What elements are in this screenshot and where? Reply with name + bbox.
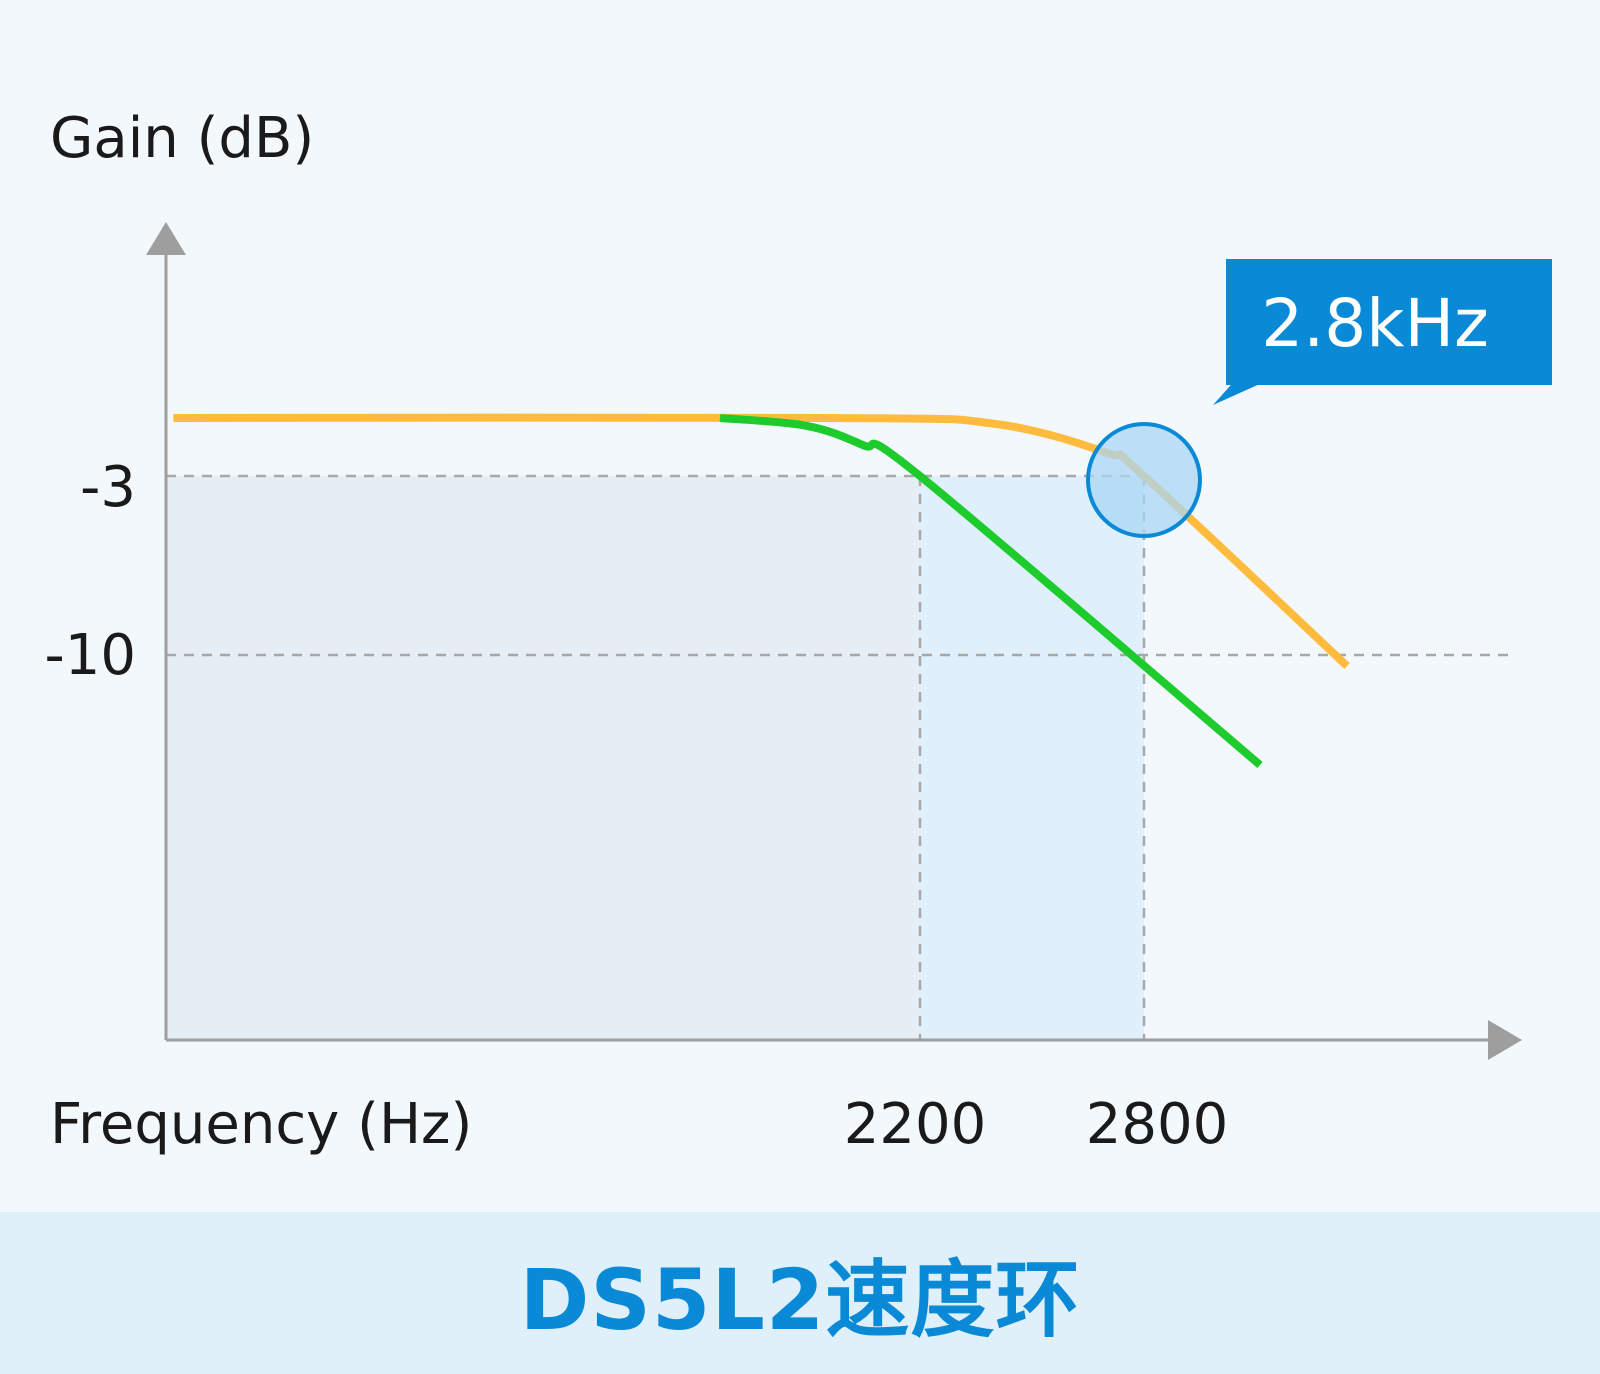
- y-tick-label-minus-3: -3: [80, 455, 136, 520]
- y-axis-title: Gain (dB): [50, 106, 314, 171]
- x-tick-label-2800: 2800: [1086, 1092, 1229, 1157]
- callout-box: [1226, 259, 1552, 385]
- shaded-region-1: [920, 476, 1144, 1040]
- shaded-region-0: [166, 476, 920, 1040]
- y-tick-label-minus-10: -10: [45, 623, 136, 688]
- frequency-response-chart: 2.8kHz Gain (dB) Frequency (Hz) -3 -10 2…: [45, 106, 1552, 1157]
- series-line-1: [719, 414, 1263, 769]
- y-axis-arrow: [146, 222, 186, 255]
- footer-title: DS5L2速度环: [519, 1250, 1081, 1349]
- x-tick-label-2200: 2200: [844, 1092, 987, 1157]
- annotation-marker-circle: [1086, 422, 1202, 538]
- footer-banner: DS5L2速度环: [0, 1212, 1600, 1374]
- callout-label: 2.8kHz: [1261, 285, 1488, 362]
- x-axis-arrow: [1488, 1020, 1522, 1060]
- x-axis-title: Frequency (Hz): [50, 1092, 472, 1157]
